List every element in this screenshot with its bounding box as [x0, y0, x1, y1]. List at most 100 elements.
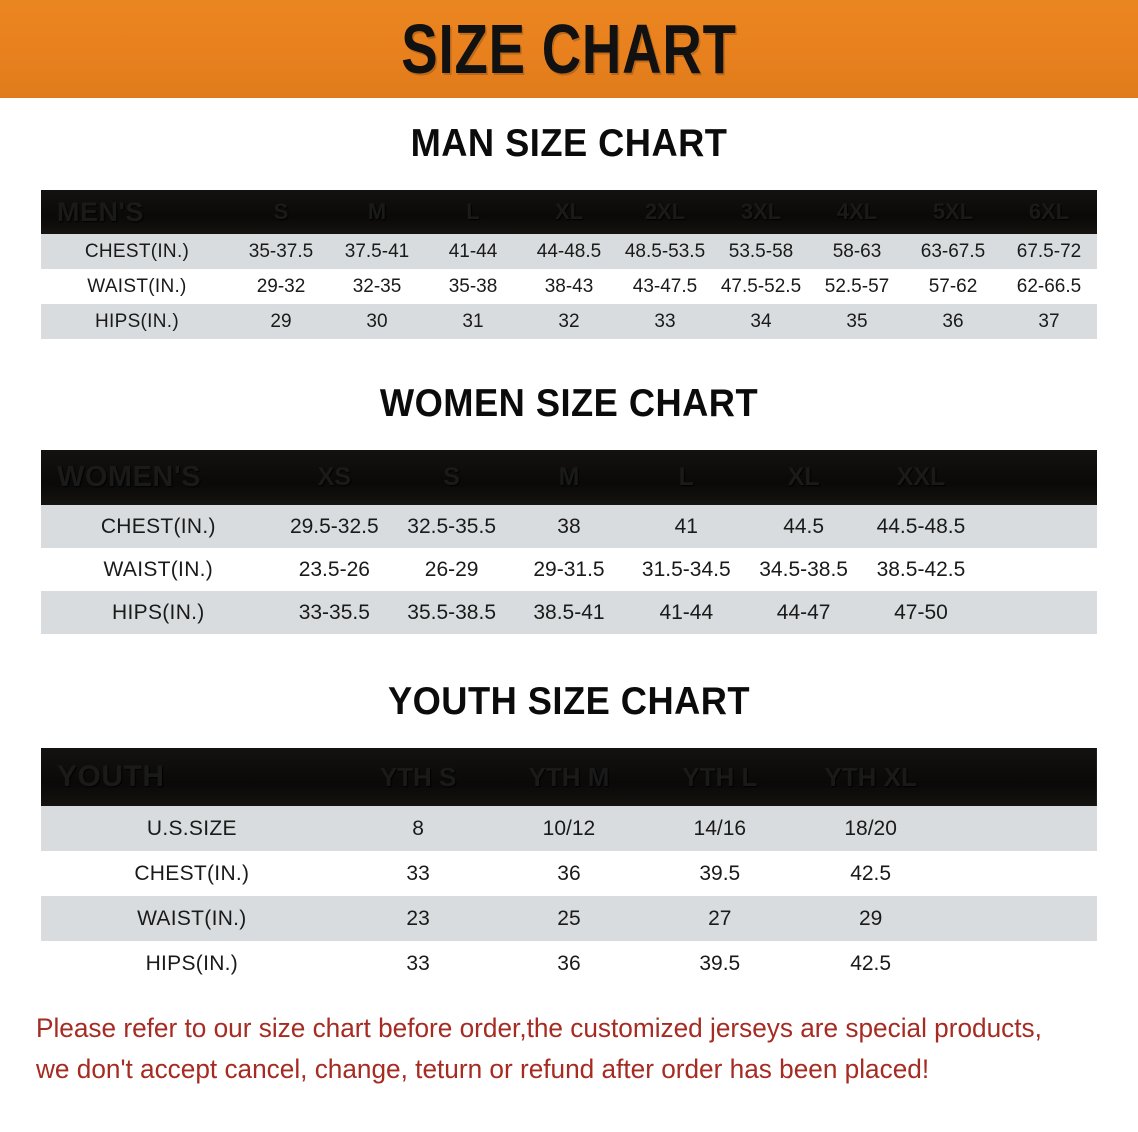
women-section-title: WOMEN SIZE CHART [379, 382, 759, 425]
youth-cell: 18/20 [844, 816, 897, 840]
youth-cell: 8 [412, 816, 424, 840]
women-cell: 35.5-38.5 [407, 600, 497, 624]
man-cell: 29-32 [256, 275, 306, 297]
youth-cell: 39.5 [699, 951, 741, 975]
footer-note-line-2: we don't accept cancel, change, teturn o… [36, 1054, 930, 1085]
man-column-header-xl: XL [554, 199, 584, 224]
man-cell: 67.5-72 [1016, 240, 1082, 262]
man-table-row: WAIST(IN.) 29-32 32-35 35-38 38-43 43-47.5 47.… [41, 269, 1097, 304]
man-cell: 30 [366, 310, 388, 332]
women-cell: 41-44 [659, 600, 714, 624]
youth-row-label: HIPS(IN.) [145, 951, 239, 975]
man-cell: 35-38 [448, 275, 498, 297]
man-column-header-6xl: 6XL [1028, 199, 1070, 224]
women-cell: 44.5-48.5 [876, 514, 966, 538]
youth-table-row: WAIST(IN.) 23 25 27 29 [41, 896, 1097, 941]
man-table-row: HIPS(IN.) 29 30 31 32 33 34 35 36 37 [41, 304, 1097, 339]
man-column-header-s: S [273, 199, 289, 224]
youth-size-table: YOUTH YTH S YTH M YTH L YTH XL U.S.SIZE 8 10/1… [41, 748, 1097, 986]
women-cell: 29-31.5 [533, 557, 605, 581]
women-table-row: HIPS(IN.) 33-35.5 35.5-38.5 38.5-41 41-44 44-… [41, 591, 1097, 634]
youth-column-header-yth-s: YTH S [379, 761, 457, 792]
man-row-label: WAIST(IN.) [87, 275, 187, 297]
women-cell-empty [980, 548, 1097, 591]
man-header-row: MEN'S S M L XL 2XL 3XL 4XL 5XL 6XL [41, 190, 1097, 234]
man-cell: 57-62 [928, 275, 978, 297]
man-cell: 52.5-57 [824, 275, 890, 297]
youth-cell: 42.5 [850, 861, 892, 885]
women-column-header-xxl: XXL [896, 463, 946, 491]
man-cell: 41-44 [448, 240, 498, 262]
man-column-header-5xl: 5XL [932, 199, 974, 224]
women-table-row: WAIST(IN.) 23.5-26 26-29 29-31.5 31.5-34.5 34… [41, 548, 1097, 591]
man-cell: 35 [846, 310, 868, 332]
youth-cell-empty [946, 806, 1097, 851]
footer-note-line-1: Please refer to our size chart before or… [36, 1013, 1042, 1043]
youth-row-label: WAIST(IN.) [137, 906, 247, 930]
women-column-header-empty [980, 450, 1097, 505]
man-cell: 43-47.5 [632, 275, 698, 297]
women-cell: 31.5-34.5 [641, 557, 731, 581]
man-cell: 36 [942, 310, 964, 332]
women-cell: 41 [674, 514, 698, 538]
man-table-row: CHEST(IN.) 35-37.5 37.5-41 41-44 44-48.5 48.5… [41, 234, 1097, 269]
man-cell: 53.5-58 [728, 240, 794, 262]
page-title: SIZE CHART [401, 10, 737, 88]
women-column-header-xl: XL [787, 463, 820, 491]
youth-table-row: CHEST(IN.) 33 36 39.5 42.5 [41, 851, 1097, 896]
man-cell: 48.5-53.5 [624, 240, 706, 262]
man-row-label-header: MEN'S [57, 196, 144, 227]
youth-table-row: HIPS(IN.) 33 36 39.5 42.5 [41, 941, 1097, 986]
man-section-title: MAN SIZE CHART [410, 122, 728, 165]
youth-cell: 25 [557, 906, 581, 930]
youth-section-title: YOUTH SIZE CHART [387, 680, 751, 723]
man-cell: 44-48.5 [536, 240, 602, 262]
women-cell: 47-50 [894, 600, 948, 624]
man-cell: 37 [1038, 310, 1060, 332]
youth-cell-empty [946, 941, 1097, 986]
women-cell: 32.5-35.5 [407, 514, 497, 538]
youth-size-table-wrapper: YOUTH YTH S YTH M YTH L YTH XL U.S.SIZE 8 10/1… [41, 748, 1097, 986]
youth-table-row: U.S.SIZE 8 10/12 14/16 18/20 [41, 806, 1097, 851]
women-column-header-s: S [443, 463, 460, 491]
women-row-label: WAIST(IN.) [103, 557, 214, 581]
youth-row-label: CHEST(IN.) [134, 861, 250, 885]
women-column-header-xs: XS [317, 463, 351, 491]
youth-cell: 39.5 [699, 861, 741, 885]
youth-column-header-yth-l: YTH L [682, 761, 758, 792]
women-row-label: CHEST(IN.) [100, 514, 216, 538]
women-cell: 34.5-38.5 [759, 557, 848, 581]
women-row-label: HIPS(IN.) [112, 600, 205, 624]
women-cell: 38.5-41 [533, 600, 605, 624]
man-size-table-wrapper: MEN'S S M L XL 2XL 3XL 4XL 5XL 6XL CHEST(IN.) 35-3… [41, 190, 1097, 339]
man-table-body: CHEST(IN.) 35-37.5 37.5-41 41-44 44-48.5 48.5… [41, 234, 1097, 339]
man-cell: 29 [270, 310, 292, 332]
youth-cell-empty [946, 896, 1097, 941]
youth-cell: 36 [557, 861, 581, 885]
man-cell: 31 [462, 310, 484, 332]
youth-cell: 33 [406, 861, 430, 885]
women-cell-empty [980, 591, 1097, 634]
man-column-header-m: M [367, 199, 387, 224]
man-column-header-3xl: 3XL [740, 199, 782, 224]
women-cell: 23.5-26 [298, 557, 370, 581]
youth-cell: 14/16 [693, 816, 747, 840]
youth-cell: 42.5 [850, 951, 892, 975]
women-cell: 38.5-42.5 [876, 557, 966, 581]
youth-column-header-yth-m: YTH M [528, 761, 610, 792]
youth-header-row: YOUTH YTH S YTH M YTH L YTH XL [41, 748, 1097, 806]
page-banner: SIZE CHART [0, 0, 1138, 98]
women-header-row: WOMEN'S XS S M L XL XXL [41, 450, 1097, 505]
women-cell: 29.5-32.5 [289, 514, 379, 538]
man-size-table: MEN'S S M L XL 2XL 3XL 4XL 5XL 6XL CHEST(IN.) 35-3… [41, 190, 1097, 339]
man-cell: 47.5-52.5 [720, 275, 802, 297]
man-column-header-4xl: 4XL [836, 199, 878, 224]
man-row-label: HIPS(IN.) [95, 310, 179, 332]
youth-row-label: U.S.SIZE [146, 816, 237, 840]
man-cell: 62-66.5 [1016, 275, 1082, 297]
women-table-head: WOMEN'S XS S M L XL XXL [41, 450, 1097, 505]
youth-cell-empty [946, 851, 1097, 896]
footer-note: Please refer to our size chart before or… [36, 1008, 1070, 1090]
man-table-head: MEN'S S M L XL 2XL 3XL 4XL 5XL 6XL [41, 190, 1097, 234]
man-row-label: CHEST(IN.) [84, 240, 190, 262]
